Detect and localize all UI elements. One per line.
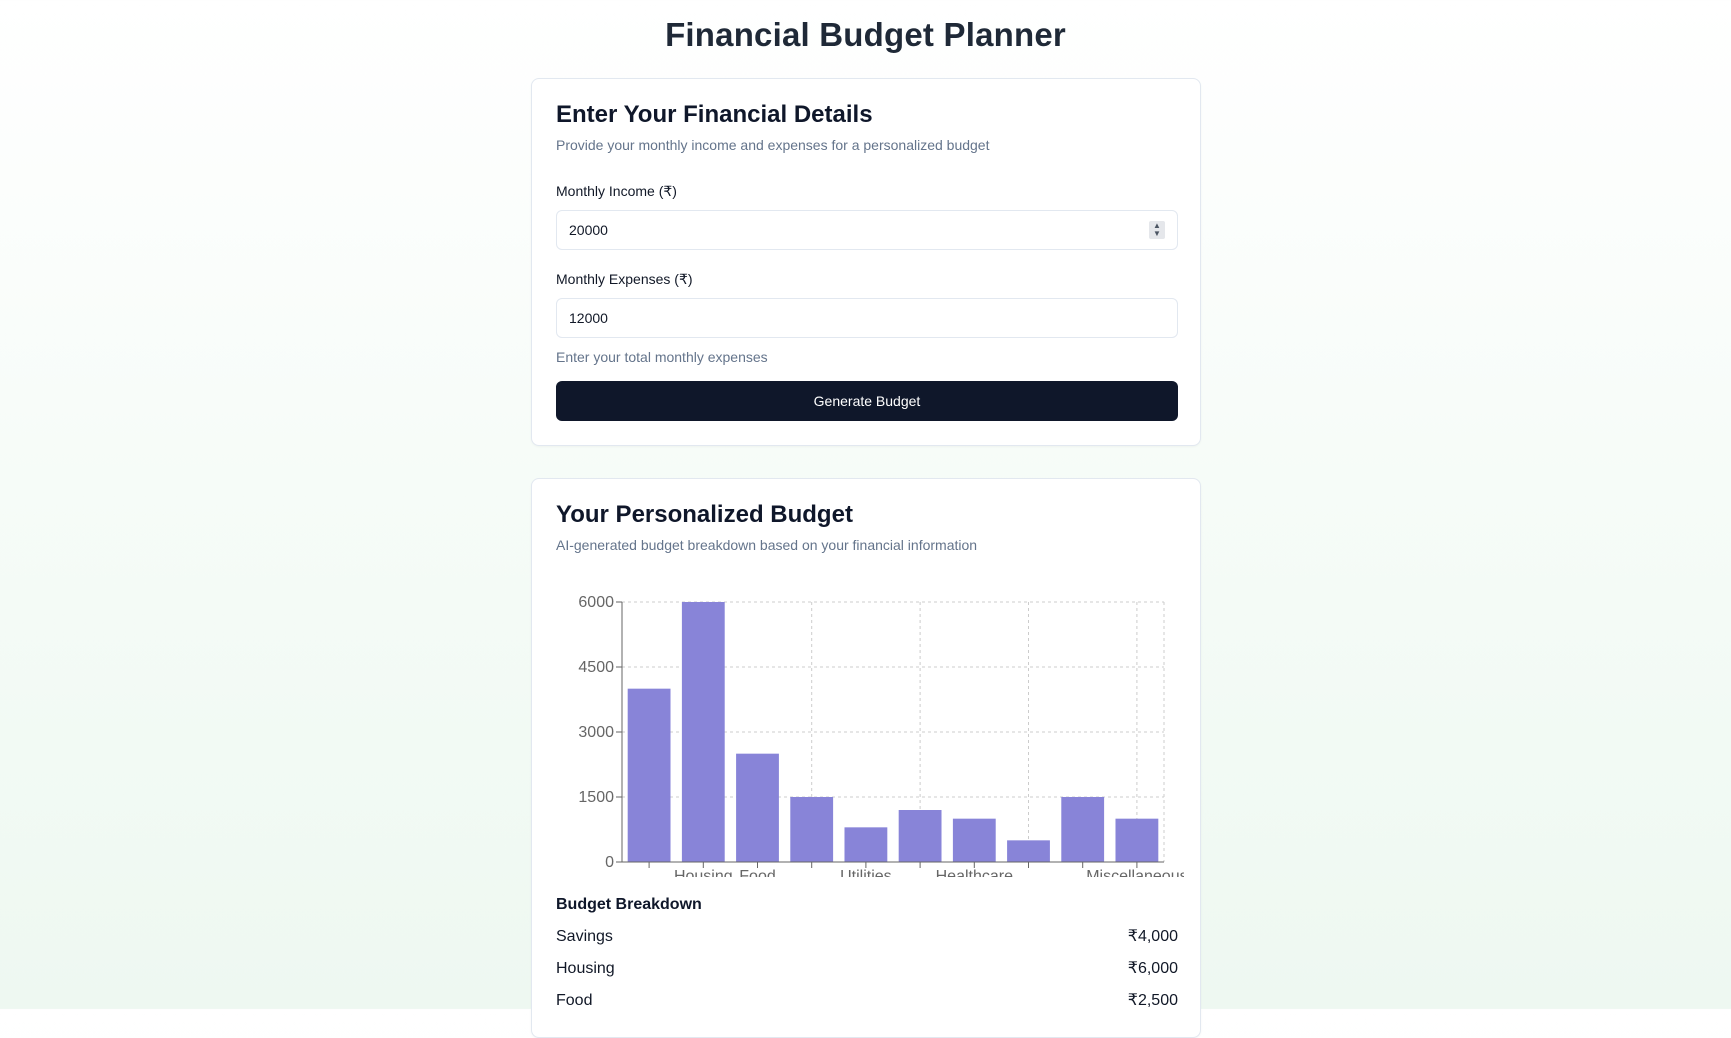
- budget-subtitle: AI-generated budget breakdown based on y…: [556, 537, 978, 553]
- budget-title: Your Personalized Budget: [556, 501, 853, 528]
- y-tick-label: 3000: [578, 724, 614, 741]
- expenses-field[interactable]: [556, 298, 1178, 338]
- breakdown-row: Housing ₹6,000: [556, 959, 1178, 991]
- chart-svg: 0 1500 3000 4500 6000 Housing Food Utilities Hea…: [578, 594, 1187, 885]
- chart-bar: [627, 688, 671, 862]
- page-title: Financial Budget Planner: [665, 16, 1066, 53]
- personalized-budget-card: Your Personalized Budget AI-generated bu…: [531, 478, 1201, 1038]
- breakdown-list: Savings ₹4,000 Housing ₹6,000 Food ₹2,500: [556, 927, 1178, 1023]
- stepper-down-icon[interactable]: ▼: [1153, 229, 1161, 238]
- breakdown-amount: ₹4,000: [1127, 928, 1178, 945]
- y-tick-label: 6000: [578, 594, 614, 611]
- form-title: Enter Your Financial Details: [556, 101, 873, 128]
- breakdown-label: Housing: [556, 960, 615, 977]
- y-tick-label: 4500: [578, 659, 614, 676]
- y-tick-label: 1500: [578, 789, 614, 806]
- chart-bar: [1007, 840, 1050, 862]
- x-tick-label: Housing: [674, 868, 733, 877]
- stepper-up-icon[interactable]: ▲: [1153, 221, 1161, 230]
- income-label: Monthly Income (₹): [556, 183, 677, 199]
- generate-budget-button[interactable]: Generate Budget: [556, 381, 1178, 421]
- breakdown-row: Food ₹2,500: [556, 991, 1178, 1023]
- breakdown-row: Savings ₹4,000: [556, 927, 1178, 959]
- y-tick-label: 0: [605, 854, 614, 871]
- breakdown-amount: ₹2,500: [1127, 992, 1178, 1009]
- breakdown-label: Food: [556, 992, 593, 1009]
- form-subtitle: Provide your monthly income and expenses…: [556, 137, 990, 153]
- chart-bar: [844, 827, 888, 862]
- breakdown-label: Savings: [556, 928, 613, 945]
- financial-details-card: Enter Your Financial Details Provide you…: [531, 78, 1201, 446]
- chart-bar: [1115, 818, 1159, 862]
- x-tick-label: Utilities: [840, 868, 892, 877]
- expenses-input[interactable]: [569, 299, 1129, 337]
- breakdown-amount: ₹6,000: [1127, 960, 1178, 977]
- income-input[interactable]: [569, 211, 1129, 249]
- number-stepper[interactable]: ▲ ▼: [1149, 221, 1165, 239]
- chart-bar: [790, 797, 834, 862]
- chart-bar: [736, 753, 779, 862]
- x-tick-label: Healthcare: [936, 868, 1013, 877]
- income-field[interactable]: ▲ ▼: [556, 210, 1178, 250]
- budget-bar-chart: 0 1500 3000 4500 6000 Housing Food Utilities Hea…: [544, 577, 1187, 885]
- expenses-label: Monthly Expenses (₹): [556, 271, 693, 287]
- x-tick-label: Food: [739, 868, 775, 877]
- chart-bar: [898, 810, 942, 862]
- expenses-hint: Enter your total monthly expenses: [556, 349, 768, 365]
- chart-bar: [1061, 797, 1105, 862]
- chart-bar: [952, 818, 996, 862]
- breakdown-title: Budget Breakdown: [556, 896, 702, 913]
- chart-bar: [681, 602, 725, 862]
- x-tick-label: Miscellaneous: [1086, 868, 1184, 877]
